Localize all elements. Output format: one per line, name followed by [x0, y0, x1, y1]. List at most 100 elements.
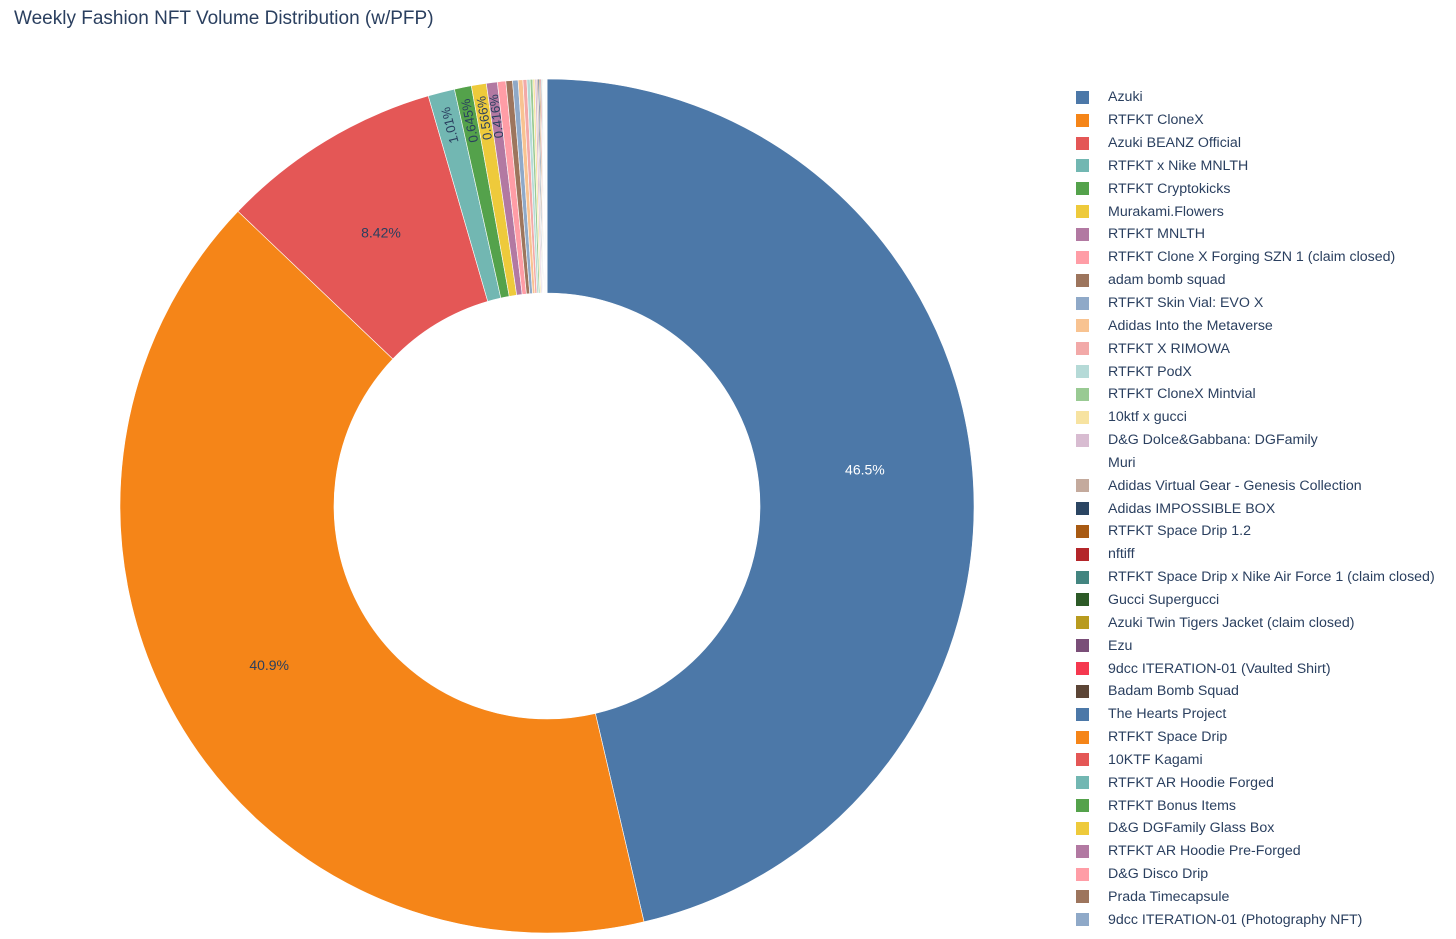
legend-swatch [1076, 639, 1089, 653]
legend-item[interactable]: Badam Bomb Squad [1076, 680, 1456, 703]
legend-item[interactable]: Prada Timecapsule [1076, 886, 1456, 909]
legend-item[interactable]: RTFKT X RIMOWA [1076, 337, 1456, 360]
legend-swatch [1076, 913, 1089, 927]
legend-swatch [1076, 662, 1089, 676]
legend-swatch [1076, 776, 1089, 790]
legend-item[interactable]: nftiff [1076, 543, 1456, 566]
legend-swatch [1076, 844, 1089, 858]
legend-item[interactable]: Murakami.Flowers [1076, 200, 1456, 223]
donut-chart: 46.5%40.9%8.42%1.01%0.645%0.566%0.416% [119, 78, 975, 934]
legend-item[interactable]: RTFKT PodX [1076, 360, 1456, 383]
legend-label: adam bomb squad [1108, 272, 1226, 289]
pie-slice[interactable] [546, 78, 975, 923]
legend-item[interactable]: Ezu [1076, 634, 1456, 657]
legend-swatch [1076, 90, 1089, 104]
legend-item[interactable]: Muri [1076, 452, 1456, 475]
legend-label: Muri [1108, 454, 1136, 471]
legend-label: Azuki [1108, 89, 1143, 106]
legend-label: D&G Dolce&Gabbana: DGFamily [1108, 432, 1318, 449]
legend-swatch [1076, 890, 1089, 904]
legend-label: RTFKT Space Drip 1.2 [1108, 523, 1251, 540]
legend-label: Murakami.Flowers [1108, 203, 1224, 220]
legend-label: Azuki BEANZ Official [1108, 135, 1241, 152]
legend-swatch [1076, 730, 1089, 744]
legend-label: Azuki Twin Tigers Jacket (claim closed) [1108, 614, 1355, 631]
legend-item[interactable]: D&G Dolce&Gabbana: DGFamily [1076, 429, 1456, 452]
legend-label: RTFKT X RIMOWA [1108, 340, 1230, 357]
legend-item[interactable]: The Hearts Project [1076, 703, 1456, 726]
legend-item[interactable]: Azuki Twin Tigers Jacket (claim closed) [1076, 611, 1456, 634]
legend-label: Badam Bomb Squad [1108, 683, 1239, 700]
chart-title: Weekly Fashion NFT Volume Distribution (… [14, 8, 434, 29]
legend-item[interactable]: RTFKT Space Drip x Nike Air Force 1 (cla… [1076, 566, 1456, 589]
legend-item[interactable]: RTFKT Cryptokicks [1076, 177, 1456, 200]
legend-label: RTFKT CloneX Mintvial [1108, 386, 1256, 403]
legend-label: RTFKT PodX [1108, 363, 1192, 380]
legend-swatch [1076, 387, 1089, 401]
legend-item[interactable]: RTFKT Bonus Items [1076, 794, 1456, 817]
legend-item[interactable]: RTFKT AR Hoodie Pre-Forged [1076, 840, 1456, 863]
legend-label: RTFKT Skin Vial: EVO X [1108, 295, 1264, 312]
legend-swatch [1076, 502, 1089, 516]
legend-label: Adidas Into the Metaverse [1108, 317, 1273, 334]
legend-swatch [1076, 570, 1089, 584]
slice-percent-label: 40.9% [249, 657, 289, 673]
legend-item[interactable]: RTFKT Clone X Forging SZN 1 (claim close… [1076, 246, 1456, 269]
legend-label: 9dcc ITERATION-01 (Vaulted Shirt) [1108, 660, 1331, 677]
legend-item[interactable]: Adidas Virtual Gear - Genesis Collection [1076, 474, 1456, 497]
legend-item[interactable]: adam bomb squad [1076, 269, 1456, 292]
legend-item[interactable]: D&G Disco Drip [1076, 863, 1456, 886]
legend-item[interactable]: 9dcc ITERATION-01 (Photography NFT) [1076, 908, 1456, 931]
legend-item[interactable]: Azuki BEANZ Official [1076, 132, 1456, 155]
legend-label: RTFKT Cryptokicks [1108, 180, 1231, 197]
legend-swatch [1076, 227, 1089, 241]
legend-item[interactable]: 10ktf x gucci [1076, 406, 1456, 429]
legend-label: RTFKT AR Hoodie Forged [1108, 774, 1274, 791]
legend-item[interactable]: 10KTF Kagami [1076, 748, 1456, 771]
legend-item[interactable]: 9dcc ITERATION-01 (Vaulted Shirt) [1076, 657, 1456, 680]
legend-label: RTFKT Clone X Forging SZN 1 (claim close… [1108, 249, 1396, 266]
legend-label: RTFKT Bonus Items [1108, 797, 1236, 814]
legend-label: RTFKT CloneX [1108, 112, 1204, 129]
pie-slice[interactable] [119, 210, 645, 934]
legend-label: RTFKT Space Drip x Nike Air Force 1 (cla… [1108, 569, 1435, 586]
legend-label: 10KTF Kagami [1108, 751, 1203, 768]
legend-item[interactable]: RTFKT CloneX [1076, 109, 1456, 132]
legend-swatch [1076, 524, 1089, 538]
legend-swatch [1076, 342, 1089, 356]
legend-swatch [1076, 753, 1089, 767]
legend-label: RTFKT x Nike MNLTH [1108, 157, 1249, 174]
legend-item[interactable]: RTFKT Space Drip 1.2 [1076, 520, 1456, 543]
legend-label: RTFKT MNLTH [1108, 226, 1205, 243]
legend-label: Adidas IMPOSSIBLE BOX [1108, 500, 1276, 517]
legend-item[interactable]: D&G DGFamily Glass Box [1076, 817, 1456, 840]
legend-swatch [1076, 707, 1089, 721]
legend-label: D&G Disco Drip [1108, 866, 1209, 883]
legend-swatch [1076, 616, 1089, 630]
legend-swatch [1076, 433, 1089, 447]
legend-item[interactable]: RTFKT x Nike MNLTH [1076, 155, 1456, 178]
legend-swatch [1076, 182, 1089, 196]
legend-swatch [1076, 159, 1089, 173]
legend-item[interactable]: Gucci Supergucci [1076, 589, 1456, 612]
legend-label: D&G DGFamily Glass Box [1108, 820, 1275, 837]
legend-item[interactable]: RTFKT CloneX Mintvial [1076, 383, 1456, 406]
legend-item[interactable]: RTFKT MNLTH [1076, 223, 1456, 246]
legend-item[interactable]: RTFKT Space Drip [1076, 726, 1456, 749]
legend-label: RTFKT AR Hoodie Pre-Forged [1108, 843, 1301, 860]
legend-label: The Hearts Project [1108, 706, 1227, 723]
legend-item[interactable]: Azuki [1076, 86, 1456, 109]
legend-item[interactable]: RTFKT AR Hoodie Forged [1076, 771, 1456, 794]
legend-swatch [1076, 250, 1089, 264]
legend-item[interactable]: RTFKT Skin Vial: EVO X [1076, 292, 1456, 315]
legend-label: nftiff [1108, 546, 1135, 563]
slice-percent-label: 8.42% [361, 224, 401, 240]
legend-swatch [1076, 684, 1089, 698]
legend-label: RTFKT Space Drip [1108, 729, 1228, 746]
legend-swatch [1076, 273, 1089, 287]
legend-item[interactable]: Adidas IMPOSSIBLE BOX [1076, 497, 1456, 520]
slice-percent-label: 46.5% [845, 461, 885, 477]
legend-label: Gucci Supergucci [1108, 591, 1220, 608]
legend-item[interactable]: Adidas Into the Metaverse [1076, 314, 1456, 337]
